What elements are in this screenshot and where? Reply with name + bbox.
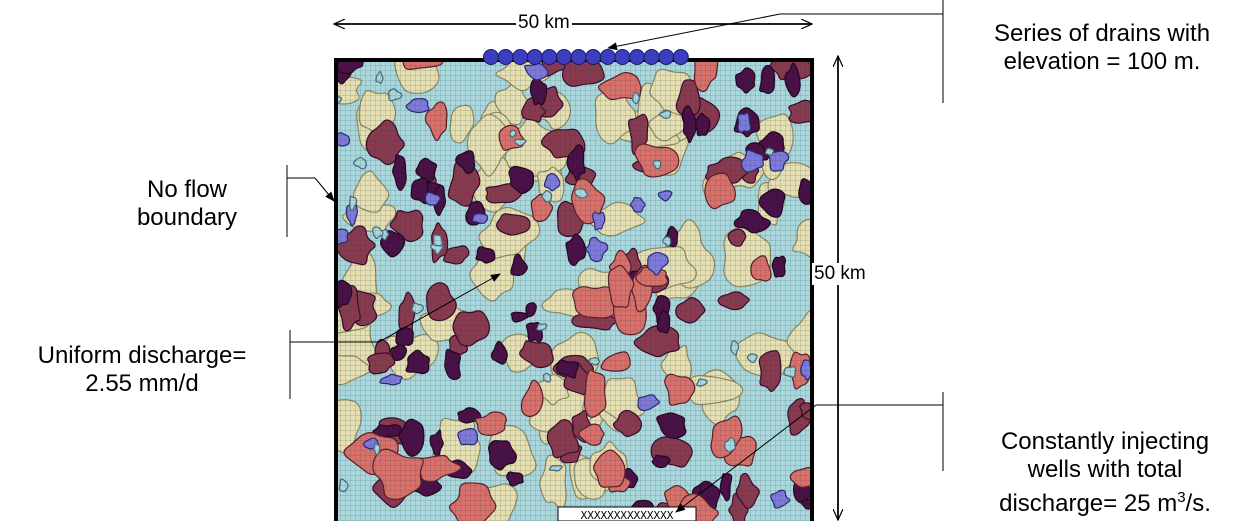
no-flow-line-1: No flow: [146, 176, 228, 203]
injecting-wells-line-3: discharge= 25 m3/s.: [962, 484, 1248, 518]
drain-circle: [629, 49, 645, 65]
drain-circle: [672, 49, 689, 65]
injecting-wells-line-3-prefix: discharge= 25 m: [999, 490, 1178, 517]
injecting-wells-line-3-sup: 3: [1177, 489, 1186, 506]
drains-line-1: Series of drains with: [993, 20, 1211, 47]
drains-annotation: Series of drains with elevation = 100 m.: [962, 20, 1242, 76]
drain-circle: [643, 49, 660, 65]
no-flow-leader: [286, 165, 335, 237]
drain-circle: [512, 49, 529, 65]
width-label: 50 km: [516, 12, 572, 34]
drains-leader: [607, 0, 944, 103]
no-flow-line-2: boundary: [136, 204, 238, 231]
uniform-discharge-line-2: 2.55 mm/d: [85, 370, 199, 397]
drain-circle: [658, 49, 675, 65]
uniform-discharge-annotation: Uniform discharge= 2.55 mm/d: [2, 342, 282, 398]
injecting-wells-annotation: Constantly injecting wells with total di…: [962, 428, 1248, 518]
drain-circle: [497, 49, 514, 65]
wells-marker: XXXXXXXXXXXXXX: [581, 509, 674, 521]
grid-overlay: [336, 60, 812, 521]
height-label: 50 km: [812, 263, 868, 285]
drain-circle: [614, 49, 631, 65]
drain-circle: [585, 49, 602, 65]
no-flow-annotation: No flow boundary: [112, 176, 262, 232]
drain-circle: [526, 49, 543, 65]
injecting-wells-line-2: wells with total: [1027, 456, 1183, 483]
drains-line-2: elevation = 100 m.: [1003, 48, 1201, 75]
uniform-discharge-leader: [289, 273, 501, 399]
drain-circle: [570, 49, 587, 65]
drain-circle: [556, 49, 572, 65]
drain-circle: [541, 49, 558, 65]
injecting-wells-line-1: Constantly injecting: [1000, 428, 1210, 455]
drain-series: [483, 49, 689, 65]
uniform-discharge-line-1: Uniform discharge=: [37, 342, 247, 369]
injecting-wells-line-3-suffix: /s.: [1185, 490, 1211, 517]
injecting-wells-leader: [675, 392, 944, 513]
drain-circle: [599, 49, 616, 65]
drain-circle: [483, 49, 499, 65]
wells-strip: [557, 506, 697, 521]
